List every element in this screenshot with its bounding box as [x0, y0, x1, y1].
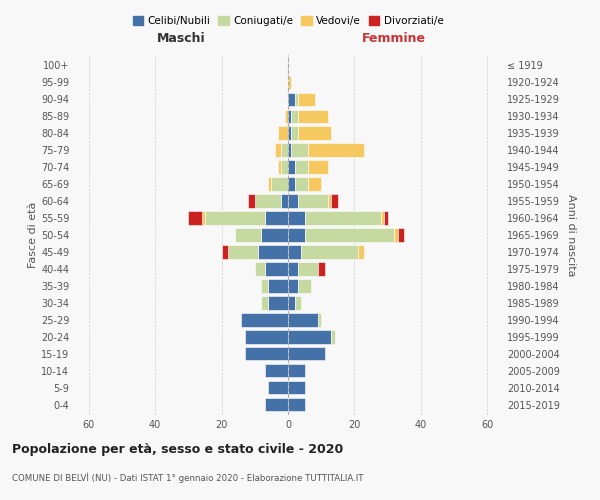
- Bar: [288, 364, 305, 378]
- Bar: [278, 160, 281, 173]
- Bar: [265, 398, 288, 411]
- Bar: [398, 228, 404, 241]
- Bar: [298, 194, 328, 207]
- Bar: [298, 110, 328, 123]
- Bar: [308, 178, 321, 190]
- Bar: [288, 347, 325, 360]
- Bar: [288, 76, 292, 89]
- Bar: [281, 144, 288, 156]
- Bar: [202, 212, 205, 224]
- Bar: [328, 194, 331, 207]
- Bar: [288, 296, 295, 310]
- Text: Popolazione per età, sesso e stato civile - 2020: Popolazione per età, sesso e stato civil…: [12, 442, 343, 456]
- Bar: [292, 126, 298, 140]
- Bar: [288, 144, 292, 156]
- Bar: [262, 228, 288, 241]
- Bar: [271, 178, 288, 190]
- Bar: [281, 160, 288, 173]
- Bar: [298, 280, 311, 292]
- Bar: [275, 144, 281, 156]
- Text: Femmine: Femmine: [362, 32, 427, 45]
- Bar: [255, 262, 265, 276]
- Bar: [268, 296, 288, 310]
- Bar: [288, 228, 305, 241]
- Bar: [288, 92, 295, 106]
- Y-axis label: Fasce di età: Fasce di età: [28, 202, 38, 268]
- Bar: [295, 178, 308, 190]
- Bar: [288, 398, 305, 411]
- Text: Maschi: Maschi: [157, 32, 206, 45]
- Bar: [268, 178, 271, 190]
- Bar: [292, 144, 308, 156]
- Bar: [288, 262, 298, 276]
- Bar: [295, 296, 301, 310]
- Bar: [288, 381, 305, 394]
- Bar: [288, 194, 298, 207]
- Bar: [318, 314, 321, 326]
- Bar: [288, 314, 318, 326]
- Bar: [295, 160, 308, 173]
- Bar: [188, 212, 202, 224]
- Bar: [385, 212, 388, 224]
- Bar: [268, 381, 288, 394]
- Bar: [288, 110, 292, 123]
- Bar: [221, 246, 228, 258]
- Bar: [318, 262, 325, 276]
- Bar: [288, 212, 305, 224]
- Bar: [331, 194, 338, 207]
- Bar: [278, 126, 288, 140]
- Bar: [245, 330, 288, 344]
- Bar: [248, 194, 255, 207]
- Y-axis label: Anni di nascita: Anni di nascita: [566, 194, 577, 276]
- Bar: [394, 228, 398, 241]
- Bar: [305, 228, 394, 241]
- Bar: [255, 194, 281, 207]
- Bar: [358, 246, 364, 258]
- Bar: [288, 330, 331, 344]
- Bar: [298, 126, 331, 140]
- Bar: [288, 280, 298, 292]
- Bar: [284, 110, 288, 123]
- Bar: [288, 126, 292, 140]
- Bar: [288, 178, 295, 190]
- Bar: [308, 160, 328, 173]
- Bar: [228, 246, 258, 258]
- Bar: [381, 212, 385, 224]
- Bar: [235, 228, 262, 241]
- Bar: [305, 212, 381, 224]
- Bar: [205, 212, 265, 224]
- Bar: [265, 364, 288, 378]
- Bar: [245, 347, 288, 360]
- Bar: [281, 194, 288, 207]
- Bar: [301, 246, 358, 258]
- Bar: [298, 262, 318, 276]
- Bar: [241, 314, 288, 326]
- Legend: Celibi/Nubili, Coniugati/e, Vedovi/e, Divorziati/e: Celibi/Nubili, Coniugati/e, Vedovi/e, Di…: [128, 12, 448, 30]
- Bar: [298, 92, 314, 106]
- Bar: [262, 296, 268, 310]
- Bar: [265, 212, 288, 224]
- Bar: [288, 246, 301, 258]
- Bar: [265, 262, 288, 276]
- Bar: [262, 280, 268, 292]
- Bar: [295, 92, 298, 106]
- Bar: [331, 330, 335, 344]
- Bar: [292, 110, 298, 123]
- Text: COMUNE DI BELVÌ (NU) - Dati ISTAT 1° gennaio 2020 - Elaborazione TUTTITALIA.IT: COMUNE DI BELVÌ (NU) - Dati ISTAT 1° gen…: [12, 472, 364, 483]
- Bar: [288, 160, 295, 173]
- Bar: [258, 246, 288, 258]
- Bar: [308, 144, 364, 156]
- Bar: [268, 280, 288, 292]
